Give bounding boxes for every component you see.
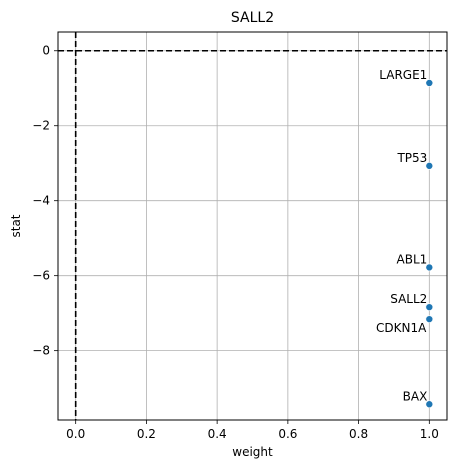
reference-lines — [58, 32, 447, 420]
point-label: BAX — [403, 389, 428, 403]
data-point — [425, 315, 434, 323]
y-tick-label: −4 — [32, 194, 50, 208]
data-point — [425, 79, 434, 87]
y-axis-label: stat — [9, 214, 23, 237]
data-points — [425, 79, 434, 409]
y-tick-label: 0 — [42, 44, 50, 58]
x-tick-label: 0.6 — [278, 427, 297, 441]
x-tick-label: 0.4 — [208, 427, 227, 441]
point-label: LARGE1 — [379, 68, 427, 82]
data-point — [425, 162, 434, 170]
point-labels: LARGE1 TP53 ABL1 SALL2 CDKN1A BAX — [376, 68, 427, 403]
x-tick-label: 0.2 — [137, 427, 156, 441]
data-point — [425, 400, 434, 409]
point-label: ABL1 — [397, 252, 428, 266]
data-point — [425, 303, 434, 311]
x-tick-label: 0.8 — [349, 427, 368, 441]
x-tick-label: 0.0 — [66, 427, 85, 441]
x-tick-label: 1.0 — [420, 427, 439, 441]
point-label: TP53 — [396, 151, 427, 165]
y-tick-label: −6 — [32, 269, 50, 283]
chart-title: SALL2 — [231, 10, 274, 26]
grid — [58, 32, 447, 420]
y-axis: 0 −2 −4 −6 −8 — [32, 44, 58, 358]
y-tick-label: −2 — [32, 119, 50, 133]
point-label: CDKN1A — [376, 321, 427, 335]
x-axis-label: weight — [232, 445, 273, 459]
point-label: SALL2 — [390, 292, 427, 306]
x-axis: 0.0 0.2 0.4 0.6 0.8 1.0 — [66, 420, 439, 441]
plot-frame — [57, 31, 448, 421]
data-point — [425, 263, 434, 272]
y-tick-label: −8 — [32, 344, 50, 358]
